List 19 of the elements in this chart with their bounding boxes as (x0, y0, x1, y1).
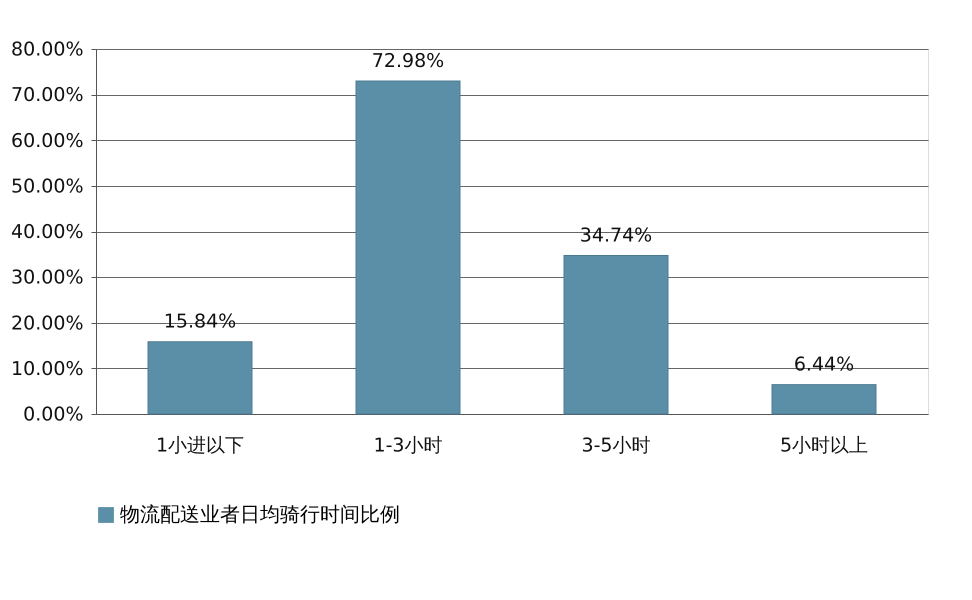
y-tick-label: 50.00% (11, 175, 84, 198)
y-tick-label: 0.00% (23, 404, 84, 426)
text: 72.98% (372, 50, 444, 72)
x-tick-label: 1小进以下 (156, 434, 244, 456)
x-tick-label: 1-3小时 (373, 434, 443, 456)
bar (564, 255, 668, 414)
bar (356, 80, 460, 414)
bar (148, 341, 252, 414)
y-tick-label: 80.00% (11, 38, 84, 60)
y-tick-label: 70.00% (11, 84, 84, 106)
y-tick-label: 20.00% (11, 312, 84, 334)
x-tick-label: 5小时以上 (780, 434, 868, 456)
legend-label: 物流配送业者日均骑行时间比例 (120, 502, 400, 526)
y-tick-label: 60.00% (11, 130, 84, 152)
y-tick-label: 10.00% (11, 358, 84, 380)
x-tick-label: 3-5小时 (581, 434, 651, 456)
bar (772, 384, 876, 414)
y-tick-label: 30.00% (11, 266, 84, 289)
y-tick-label: 40.00% (11, 221, 84, 243)
